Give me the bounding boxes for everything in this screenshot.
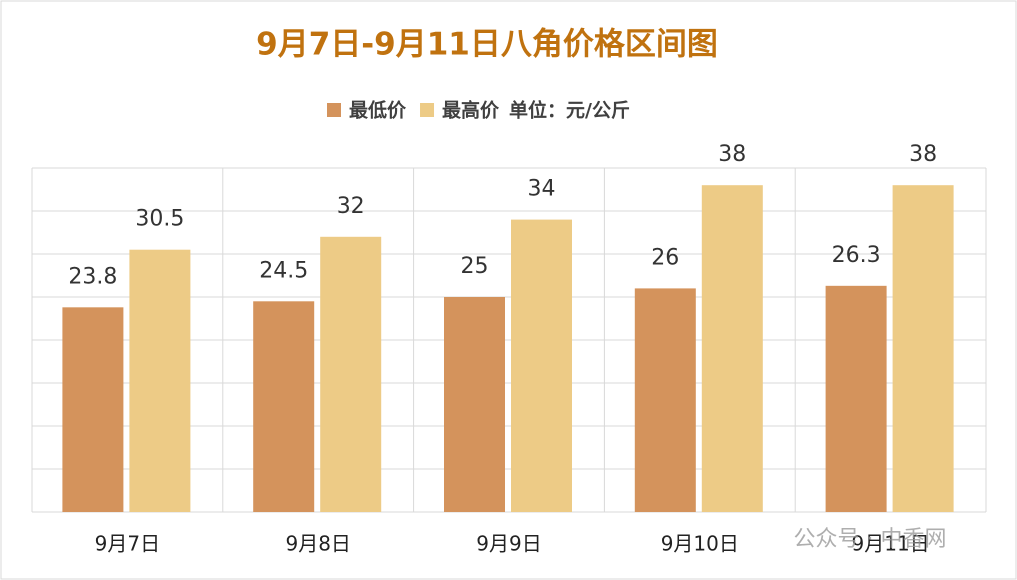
data-label: 38 [718,142,746,167]
data-label: 26.3 [832,243,881,268]
bar [62,307,124,512]
chart-title: 9月7日-9月11日八角价格区间图 [256,27,718,63]
x-tick-label: 9月9日 [476,532,541,556]
data-label: 30.5 [135,207,184,232]
bar [511,219,572,512]
data-label: 38 [909,142,937,167]
bar [825,285,887,512]
legend-label: 最高价 [442,99,500,122]
x-tick-label: 9月10日 [661,532,739,556]
data-label: 23.8 [68,264,117,289]
data-label: 25 [461,254,489,279]
bar [320,236,382,513]
bar [129,249,191,512]
watermark: 公众号 · 中香网 [794,527,947,552]
bar [701,185,763,512]
bar [253,301,315,512]
data-label: 26 [651,245,679,270]
x-tick-label: 9月7日 [95,532,160,556]
data-label: 24.5 [259,258,308,283]
data-label: 34 [528,177,556,202]
unit-note: 单位：元/公斤 [509,99,630,122]
legend: 最低价 最高价 单位：元/公斤 [327,99,630,122]
legend-swatch [420,103,435,117]
plot-area: 9月7日 23.8 30.5 9月8日 24.5 32 9月9日 25 34 9月10日 26 38 9… [31,142,987,556]
bar [892,185,954,512]
legend-label: 最低价 [349,99,407,122]
bar [634,288,696,512]
legend-swatch [327,103,341,117]
x-tick-label: 9月8日 [285,532,350,556]
data-label: 32 [337,194,365,219]
x-tick-label: 9月11日 [852,532,930,556]
bar [444,297,505,512]
